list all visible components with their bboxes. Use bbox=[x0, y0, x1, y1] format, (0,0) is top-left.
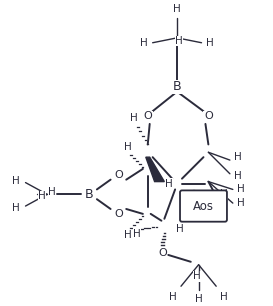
Text: H: H bbox=[38, 191, 46, 201]
Text: H: H bbox=[124, 142, 132, 152]
Text: Aos: Aos bbox=[193, 200, 214, 213]
Text: O: O bbox=[204, 111, 213, 121]
Text: O: O bbox=[114, 209, 123, 219]
Text: H: H bbox=[206, 38, 214, 48]
Text: H: H bbox=[234, 171, 242, 181]
Text: H: H bbox=[220, 189, 228, 199]
Text: H: H bbox=[12, 203, 20, 213]
Text: H: H bbox=[195, 294, 203, 304]
Text: H: H bbox=[237, 198, 245, 208]
Text: B: B bbox=[85, 188, 93, 201]
Text: H: H bbox=[140, 38, 148, 48]
Text: H: H bbox=[48, 187, 56, 197]
Text: H: H bbox=[193, 271, 200, 282]
Text: O: O bbox=[143, 111, 152, 121]
Text: O: O bbox=[114, 170, 123, 180]
Text: O: O bbox=[158, 248, 167, 258]
Text: H: H bbox=[169, 292, 177, 302]
Text: H: H bbox=[130, 113, 138, 123]
Text: H: H bbox=[124, 230, 132, 241]
Text: H: H bbox=[237, 185, 245, 194]
Text: H: H bbox=[12, 176, 20, 186]
Text: H: H bbox=[220, 292, 228, 302]
Text: H: H bbox=[133, 229, 141, 239]
Text: H: H bbox=[234, 152, 242, 162]
FancyBboxPatch shape bbox=[180, 190, 227, 222]
Text: B: B bbox=[173, 80, 181, 93]
Polygon shape bbox=[146, 157, 164, 181]
Text: H: H bbox=[165, 179, 173, 188]
Text: H: H bbox=[176, 224, 184, 233]
Text: H: H bbox=[173, 4, 181, 14]
Text: H: H bbox=[175, 36, 183, 46]
